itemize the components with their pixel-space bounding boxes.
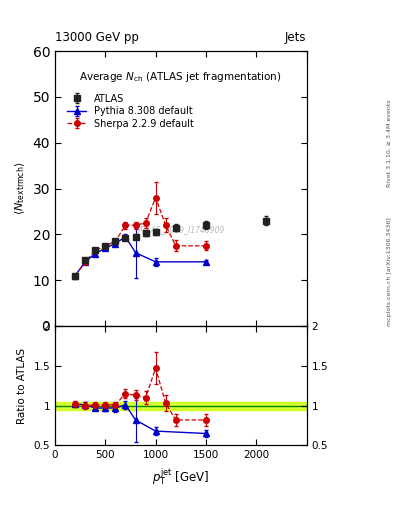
Y-axis label: $\langle N_\mathrm{textrm{ch}}\rangle$: $\langle N_\mathrm{textrm{ch}}\rangle$ [14, 162, 28, 216]
Legend: ATLAS, Pythia 8.308 default, Sherpa 2.2.9 default: ATLAS, Pythia 8.308 default, Sherpa 2.2.… [65, 92, 196, 131]
Text: 13000 GeV pp: 13000 GeV pp [55, 31, 139, 44]
Text: Average $N_\mathrm{ch}$ (ATLAS jet fragmentation): Average $N_\mathrm{ch}$ (ATLAS jet fragm… [79, 71, 282, 84]
X-axis label: $p_\mathrm{T}^\mathrm{jet}$ [GeV]: $p_\mathrm{T}^\mathrm{jet}$ [GeV] [152, 466, 209, 487]
Y-axis label: Ratio to ATLAS: Ratio to ATLAS [17, 348, 28, 424]
Text: ATLAS_2019_I1740909: ATLAS_2019_I1740909 [137, 225, 224, 234]
Bar [55, 401, 307, 410]
Text: mcplots.cern.ch [arXiv:1306.3436]: mcplots.cern.ch [arXiv:1306.3436] [387, 217, 391, 326]
Text: Jets: Jets [285, 31, 307, 44]
Text: Rivet 3.1.10, ≥ 3.4M events: Rivet 3.1.10, ≥ 3.4M events [387, 99, 391, 187]
